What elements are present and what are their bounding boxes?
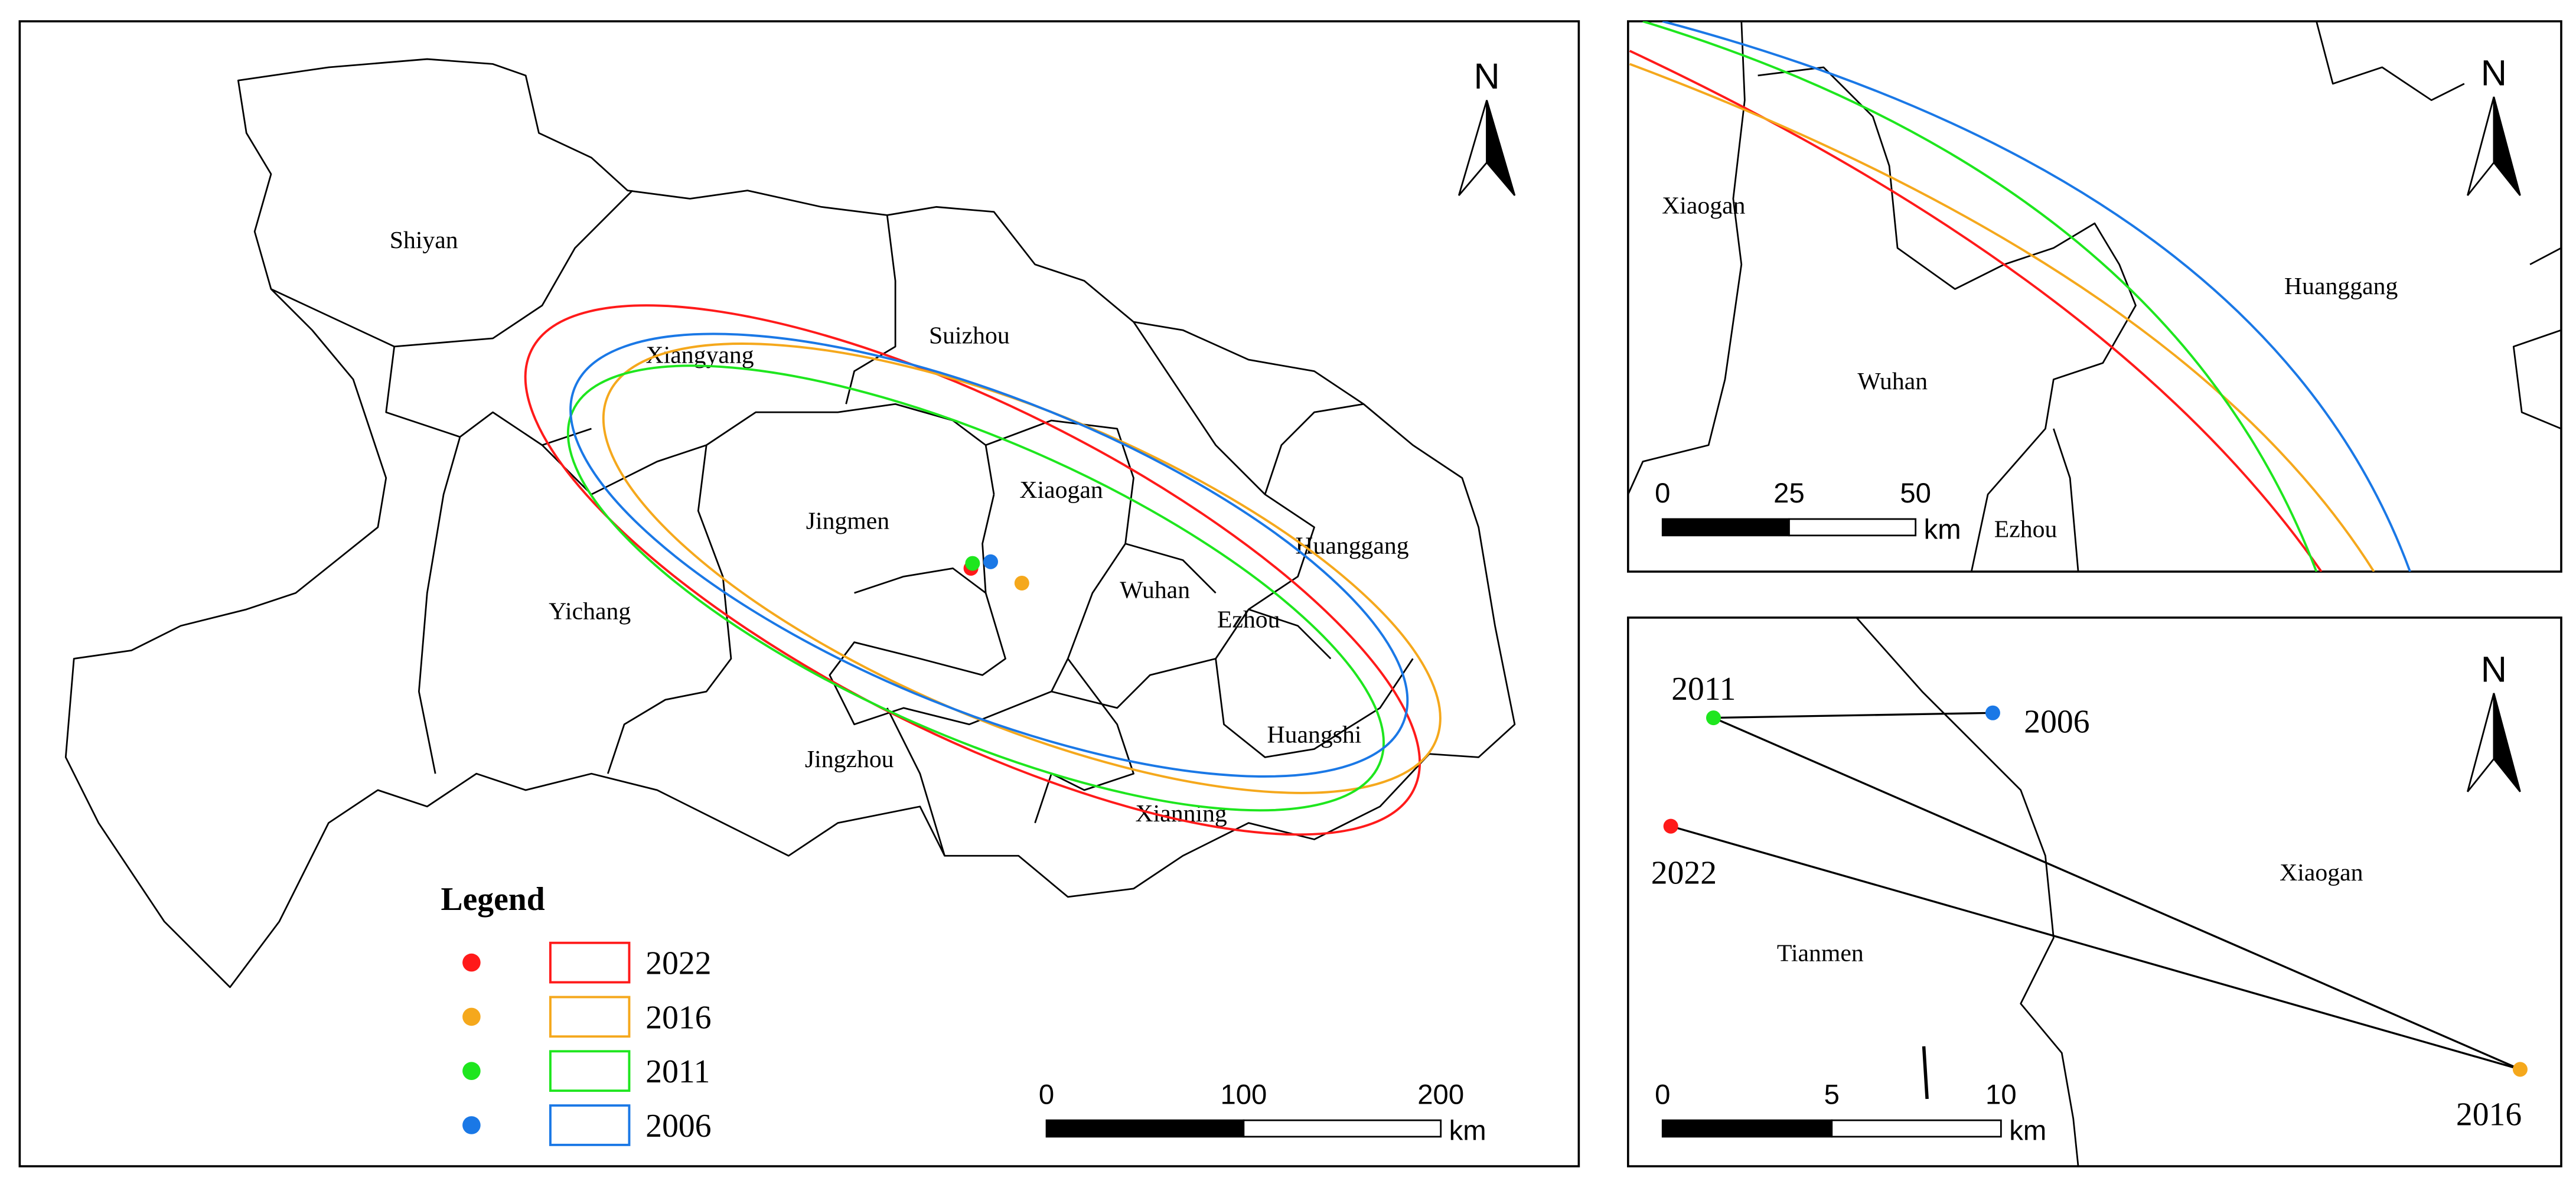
inset-top: Xiaogan Wuhan Huanggang Ezhou N 0 25 50 km xyxy=(1627,20,2562,573)
legend-ellipse xyxy=(549,1104,631,1146)
centroid xyxy=(983,554,998,569)
scale-tick-label: 0 xyxy=(1039,1079,1054,1110)
region-label: Ezhou xyxy=(1217,606,1280,634)
region-label: Tianmen xyxy=(1777,939,1864,967)
centroid xyxy=(1985,705,2000,720)
tick xyxy=(1922,1046,1929,1100)
north-label: N xyxy=(1474,56,1500,96)
point-label: 2011 xyxy=(1671,671,1736,707)
legend: 2022 2016 2011 2006 xyxy=(462,941,712,1146)
legend-label: 2022 xyxy=(645,945,711,982)
ellipses xyxy=(524,304,1442,836)
main-frame xyxy=(18,20,1580,1167)
region-label: Huanggang xyxy=(1295,532,1408,559)
point-label: 2006 xyxy=(2024,704,2089,740)
north-label: N xyxy=(2481,53,2507,93)
region-label: Xiaogan xyxy=(2280,859,2363,886)
legend-ellipse xyxy=(549,996,631,1038)
centroid xyxy=(2512,1062,2528,1077)
ellipse-arc xyxy=(1642,21,2318,572)
legend-point xyxy=(462,1116,481,1134)
inset-bottom: Tianmen Xiaogan N 0 5 10 km 2022 2016 2011 200… xyxy=(1627,616,2562,1167)
shift-line xyxy=(1713,712,1993,719)
scale-bar: 0 25 50 km xyxy=(1655,478,1961,545)
scale-tick-label: 0 xyxy=(1655,478,1670,509)
scale-segment xyxy=(1661,1119,1833,1138)
scale-segment xyxy=(1045,1119,1245,1138)
region-borders xyxy=(1628,21,2561,572)
scale-segment xyxy=(1788,518,1917,537)
region-label: Wuhan xyxy=(1120,577,1190,604)
north-arrow xyxy=(1486,100,1516,196)
legend-label: 2011 xyxy=(645,1053,710,1090)
point-label: 2016 xyxy=(2456,1097,2522,1133)
region-label: Jingzhou xyxy=(805,746,894,773)
shift-line xyxy=(1713,717,2521,1071)
region-label: Wuhan xyxy=(1857,368,1928,395)
legend-point xyxy=(462,1007,481,1026)
scale-tick-label: 5 xyxy=(1824,1079,1840,1110)
region-label: Yichang xyxy=(549,598,631,625)
legend-title: Legend xyxy=(441,881,544,918)
scale-tick-label: 10 xyxy=(1985,1079,2017,1110)
region-borders xyxy=(1856,617,2079,1167)
inset-frame xyxy=(1627,20,2562,573)
scale-unit: km xyxy=(1924,514,1961,545)
legend-point xyxy=(462,1062,481,1081)
centroid xyxy=(1014,575,1029,590)
region-label: Huangshi xyxy=(1267,721,1362,748)
ellipse xyxy=(569,332,1409,778)
north-arrow xyxy=(2493,96,2521,196)
scale-segment xyxy=(1831,1119,2002,1138)
scale-segment xyxy=(1661,518,1790,537)
ellipse-arcs xyxy=(1629,21,2411,572)
scale-tick-label: 25 xyxy=(1773,478,1805,509)
ellipse-arc xyxy=(1629,63,2375,572)
scale-bar: 0 100 200 km xyxy=(1039,1079,1486,1146)
point-label: 2022 xyxy=(1651,855,1717,892)
legend-ellipse xyxy=(549,1050,631,1092)
inset-frame xyxy=(1627,616,2562,1167)
scale-unit: km xyxy=(2009,1115,2046,1147)
region-label: Jingmen xyxy=(806,508,890,535)
scale-bar: 0 5 10 km xyxy=(1655,1079,2046,1146)
province-outline xyxy=(64,58,1516,988)
region-label: Suizhou xyxy=(929,322,1010,349)
main-map: Shiyan Xiangyang Suizhou Xiaogan Jingmen… xyxy=(18,20,1580,1167)
region-label: Shiyan xyxy=(390,227,458,254)
centroid xyxy=(965,556,980,571)
scale-segment xyxy=(1243,1119,1442,1138)
shift-line xyxy=(1670,825,2520,1071)
scale-unit: km xyxy=(1449,1115,1486,1147)
shift-lines xyxy=(1670,712,2521,1071)
centroid xyxy=(1663,818,1678,834)
legend-label: 2006 xyxy=(645,1108,711,1144)
ellipse xyxy=(566,364,1385,812)
scale-tick-label: 200 xyxy=(1417,1079,1464,1110)
legend-label: 2016 xyxy=(645,999,711,1036)
ellipse-arc xyxy=(1662,21,2411,572)
legend-point xyxy=(462,953,481,972)
scale-tick-label: 0 xyxy=(1655,1079,1670,1110)
region-label: Xiaogan xyxy=(1019,477,1103,504)
centroid xyxy=(1706,710,1721,726)
scale-tick-label: 50 xyxy=(1900,478,1931,509)
north-label: N xyxy=(2481,649,2507,689)
region-label: Huanggang xyxy=(2284,273,2398,300)
region-label: Ezhou xyxy=(1994,516,2057,543)
region-label: Xiaogan xyxy=(1662,193,1745,220)
north-arrow xyxy=(2493,693,2521,792)
region-borders xyxy=(270,190,1414,856)
legend-ellipse xyxy=(549,941,631,984)
scale-tick-label: 100 xyxy=(1220,1079,1267,1110)
